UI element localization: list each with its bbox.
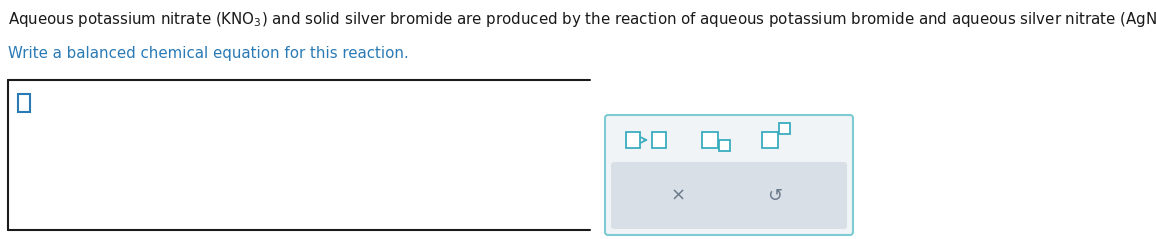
Text: Aqueous potassium nitrate $\left(\mathrm{KNO_3}\right)$ and solid silver bromide: Aqueous potassium nitrate $\left(\mathrm… — [8, 10, 1156, 29]
Bar — [627, 132, 640, 148]
Bar — [779, 123, 790, 134]
Text: ↺: ↺ — [768, 186, 783, 205]
FancyBboxPatch shape — [612, 162, 847, 229]
Text: Write a balanced chemical equation for this reaction.: Write a balanced chemical equation for t… — [8, 46, 409, 61]
Bar — [18, 94, 30, 112]
Bar — [702, 132, 718, 148]
FancyBboxPatch shape — [605, 115, 853, 235]
Text: ×: × — [670, 186, 686, 205]
Bar — [652, 132, 666, 148]
Bar — [719, 140, 729, 151]
Bar — [762, 132, 778, 148]
